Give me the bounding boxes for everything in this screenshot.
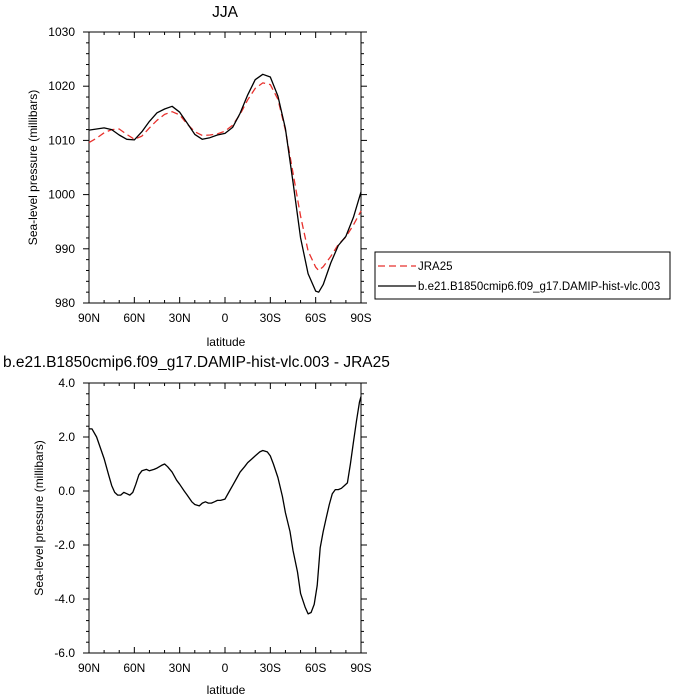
legend-label: JRA25 [418, 261, 453, 273]
x-tick-label: 60N [123, 311, 145, 325]
x-tick-label: 0 [222, 661, 229, 675]
legend-label: b.e21.B1850cmip6.f09_g17.DAMIP-hist-vlc.… [418, 281, 660, 293]
chart-2: 90N 60N 30N 0 30S 60S 90S -6.0 -4.0 -2.0 0.0 2.0 4.0… [3, 354, 390, 697]
chart-1: 90N 60N 30N 0 30S 60S 90S 980 990 1000 1010 1020 103… [26, 4, 671, 349]
legend-box [374, 251, 671, 300]
x-tick-label: 90S [350, 311, 371, 325]
y-tick-label: 980 [55, 296, 75, 310]
y-tick-label: -4.0 [54, 592, 75, 606]
x-tick-label: 90S [350, 661, 371, 675]
y-tick-label: 1020 [48, 79, 75, 93]
x-axis-label: latitude [207, 335, 246, 349]
chart-title: b.e21.B1850cmip6.f09_g17.DAMIP-hist-vlc.… [3, 354, 390, 371]
x-tick-label: 60N [123, 661, 145, 675]
x-tick-label: 30S [260, 661, 281, 675]
x-tick-label: 0 [222, 311, 229, 325]
x-tick-label: 90N [78, 661, 100, 675]
y-tick-label: 990 [55, 242, 75, 256]
x-tick-label: 30N [169, 311, 191, 325]
x-tick-label: 60S [305, 661, 326, 675]
series-line-1 [88, 82, 362, 272]
y-tick-label: 1010 [48, 133, 75, 147]
series-line-1 [89, 396, 362, 615]
x-tick-label: 30S [260, 311, 281, 325]
plot-frame [88, 31, 362, 304]
y-tick-label: 0.0 [58, 484, 75, 498]
y-tick-label: 1000 [48, 188, 75, 202]
y-tick-label: 2.0 [58, 430, 75, 444]
y-tick-label: 4.0 [58, 376, 75, 390]
x-tick-label: 60S [305, 311, 326, 325]
y-axis-label: Sea-level pressure (millibars) [32, 440, 46, 595]
chart-title: JJA [212, 4, 239, 21]
x-tick-label: 90N [78, 311, 100, 325]
legend: JRA25 b.e21.B1850cmip6.f09_g17.DAMIP-hist… [374, 251, 671, 300]
y-tick-label: -6.0 [54, 646, 75, 660]
x-tick-label: 30N [169, 661, 191, 675]
y-tick-label: 1030 [48, 25, 75, 39]
y-axis-label: Sea-level pressure (millibars) [26, 90, 40, 245]
x-axis-label: latitude [207, 683, 246, 697]
plot-frame [88, 382, 362, 654]
series-line-2 [88, 73, 362, 293]
y-tick-label: -2.0 [54, 538, 75, 552]
